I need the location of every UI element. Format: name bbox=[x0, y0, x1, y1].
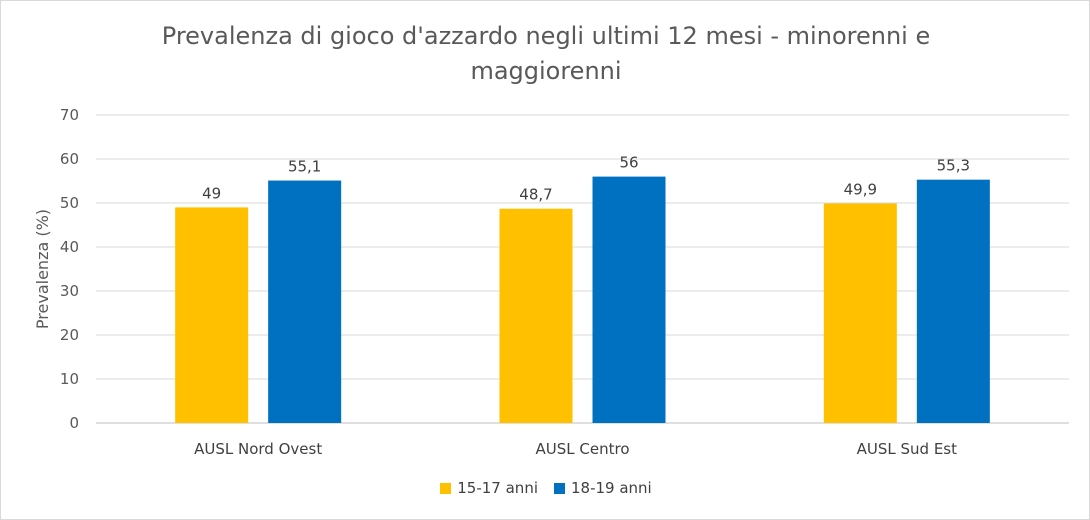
y-axis-title: Prevalenza (%) bbox=[33, 209, 52, 329]
bar bbox=[592, 176, 666, 423]
data-label: 49 bbox=[202, 184, 221, 202]
bar bbox=[916, 179, 990, 423]
data-label: 49,9 bbox=[844, 180, 877, 198]
data-label: 48,7 bbox=[519, 186, 552, 204]
legend-swatch bbox=[554, 482, 565, 494]
legend-item: 15-17 anni bbox=[440, 479, 538, 497]
bar bbox=[175, 207, 249, 423]
chart-plot: 0 10 20 30 40 50 60 70 Prevalenza (%) 49 55,1 AUSL … bbox=[33, 106, 1069, 458]
legend-item: 18-19 anni bbox=[554, 479, 652, 497]
data-label: 56 bbox=[619, 154, 638, 172]
y-tick-label: 50 bbox=[60, 194, 79, 212]
data-label: 55,1 bbox=[288, 158, 321, 176]
y-tick-label: 20 bbox=[60, 326, 79, 344]
x-tick-label: AUSL Centro bbox=[536, 440, 630, 458]
y-tick-label: 60 bbox=[60, 150, 79, 168]
y-tick-label: 10 bbox=[60, 370, 79, 388]
chart-title: Prevalenza di gioco d'azzardo negli ulti… bbox=[161, 22, 931, 85]
data-label: 55,3 bbox=[937, 157, 970, 175]
bar bbox=[499, 208, 573, 423]
legend-swatch bbox=[440, 482, 452, 494]
y-tick-label: 0 bbox=[69, 414, 79, 432]
y-tick-label: 70 bbox=[60, 106, 79, 124]
y-tick-label: 40 bbox=[60, 238, 79, 256]
legend-label: 18-19 anni bbox=[571, 479, 652, 497]
chart-legend: 15-17 anni 18-19 anni bbox=[1, 479, 1090, 498]
x-tick-label: AUSL Sud Est bbox=[857, 440, 957, 458]
bar bbox=[823, 203, 897, 423]
x-tick-label: AUSL Nord Ovest bbox=[194, 440, 322, 458]
bar bbox=[268, 180, 342, 423]
legend-label: 15-17 anni bbox=[457, 479, 538, 497]
y-tick-label: 30 bbox=[60, 282, 79, 300]
